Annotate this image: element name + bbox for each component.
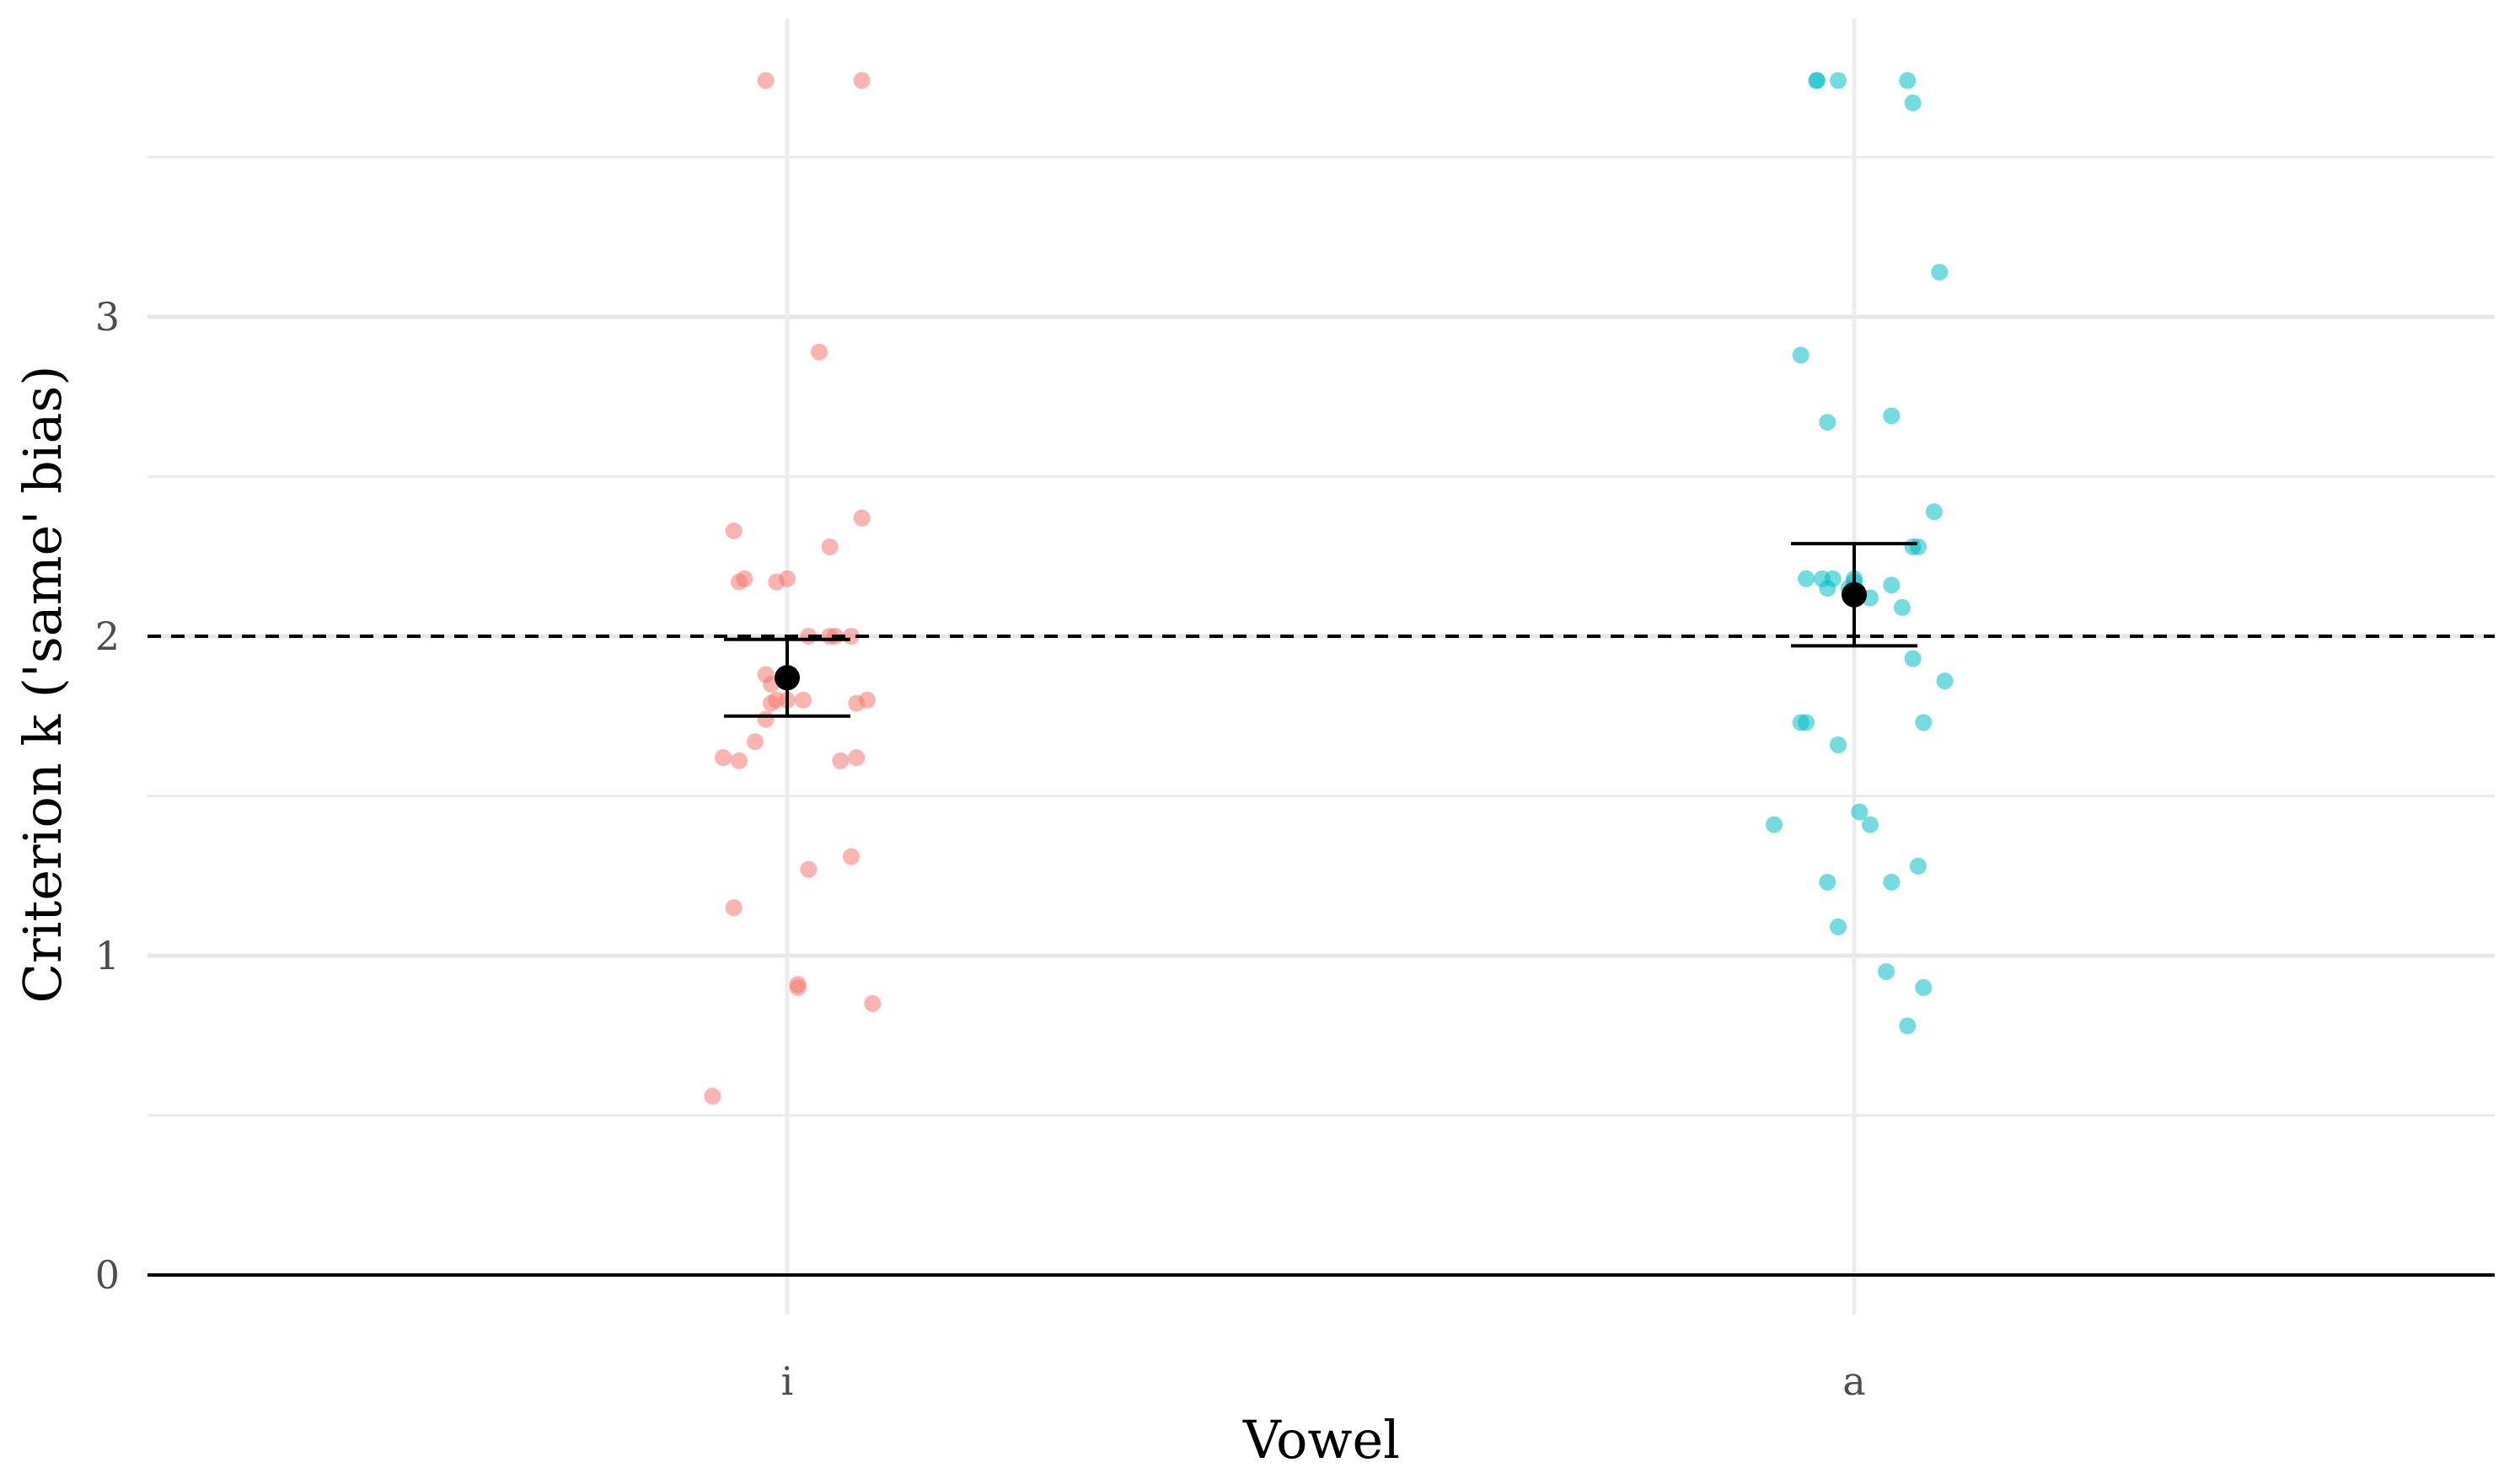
- mean-point-i: [775, 665, 800, 691]
- data-point-a: [1808, 72, 1826, 89]
- data-point-i: [848, 749, 866, 767]
- data-point-i: [853, 72, 871, 89]
- data-point-a: [1925, 503, 1943, 521]
- y-tick-label: 3: [95, 294, 120, 340]
- data-point-a: [1819, 414, 1836, 431]
- data-point-i: [725, 522, 743, 539]
- x-tick-label: i: [781, 1358, 794, 1404]
- mean-point-a: [1842, 581, 1867, 608]
- data-point-a: [1904, 650, 1922, 667]
- data-point-i: [789, 978, 807, 996]
- y-tick-label: 1: [95, 933, 120, 978]
- data-point-i: [731, 752, 748, 769]
- data-point-i: [715, 749, 732, 767]
- data-point-i: [768, 573, 785, 591]
- data-point-a: [1909, 857, 1927, 875]
- data-point-a: [1877, 962, 1895, 980]
- data-point-i: [832, 752, 850, 769]
- data-point-a: [1915, 714, 1933, 731]
- data-point-a: [1766, 816, 1783, 833]
- data-point-a: [1792, 346, 1810, 364]
- data-point-a: [1883, 873, 1901, 891]
- data-point-i: [794, 691, 812, 709]
- data-point-a: [1915, 978, 1933, 996]
- data-point-a: [1936, 672, 1954, 690]
- data-point-a: [1899, 72, 1917, 89]
- data-point-i: [842, 848, 860, 865]
- data-point-i: [853, 509, 871, 527]
- data-point-a: [1798, 714, 1815, 731]
- data-point-a: [1931, 263, 1949, 281]
- tick-labels: 0 1 2 3 i a: [95, 294, 1866, 1404]
- data-point-a: [1830, 918, 1847, 935]
- x-axis-title: Vowel: [1242, 1409, 1400, 1471]
- data-point-i: [725, 899, 743, 917]
- data-point-a: [1893, 598, 1911, 616]
- data-point-a: [1899, 1017, 1917, 1035]
- data-point-i: [747, 733, 764, 751]
- data-point-a: [1883, 576, 1901, 594]
- data-point-a: [1883, 407, 1901, 425]
- grid-lines: [147, 19, 2495, 1315]
- data-point-i: [821, 538, 839, 555]
- data-point-a: [1904, 94, 1922, 112]
- data-point-a: [1830, 736, 1847, 753]
- y-axis-title: Criterion k ('same' bias): [12, 366, 73, 1004]
- reference-lines: [147, 635, 2495, 1277]
- data-point-i: [736, 570, 753, 587]
- data-points: [704, 72, 1954, 1105]
- x-tick-label: a: [1842, 1358, 1865, 1404]
- data-point-a: [1819, 873, 1836, 891]
- data-point-a: [1909, 538, 1927, 555]
- data-point-i: [757, 72, 775, 89]
- data-point-i: [757, 710, 775, 728]
- data-point-a: [1814, 570, 1831, 587]
- data-point-i: [757, 666, 775, 683]
- data-point-a: [1798, 570, 1815, 587]
- data-point-i: [848, 694, 866, 712]
- data-point-i: [864, 994, 882, 1012]
- y-tick-label: 0: [95, 1252, 120, 1298]
- data-point-a: [1830, 72, 1847, 89]
- data-point-i: [763, 694, 780, 712]
- data-point-a: [1861, 816, 1879, 833]
- data-point-i: [704, 1087, 721, 1105]
- y-tick-label: 2: [95, 613, 120, 659]
- data-point-i: [800, 860, 818, 878]
- data-point-i: [810, 343, 828, 361]
- data-point-a: [1851, 803, 1869, 821]
- summary-markers: [724, 542, 1917, 718]
